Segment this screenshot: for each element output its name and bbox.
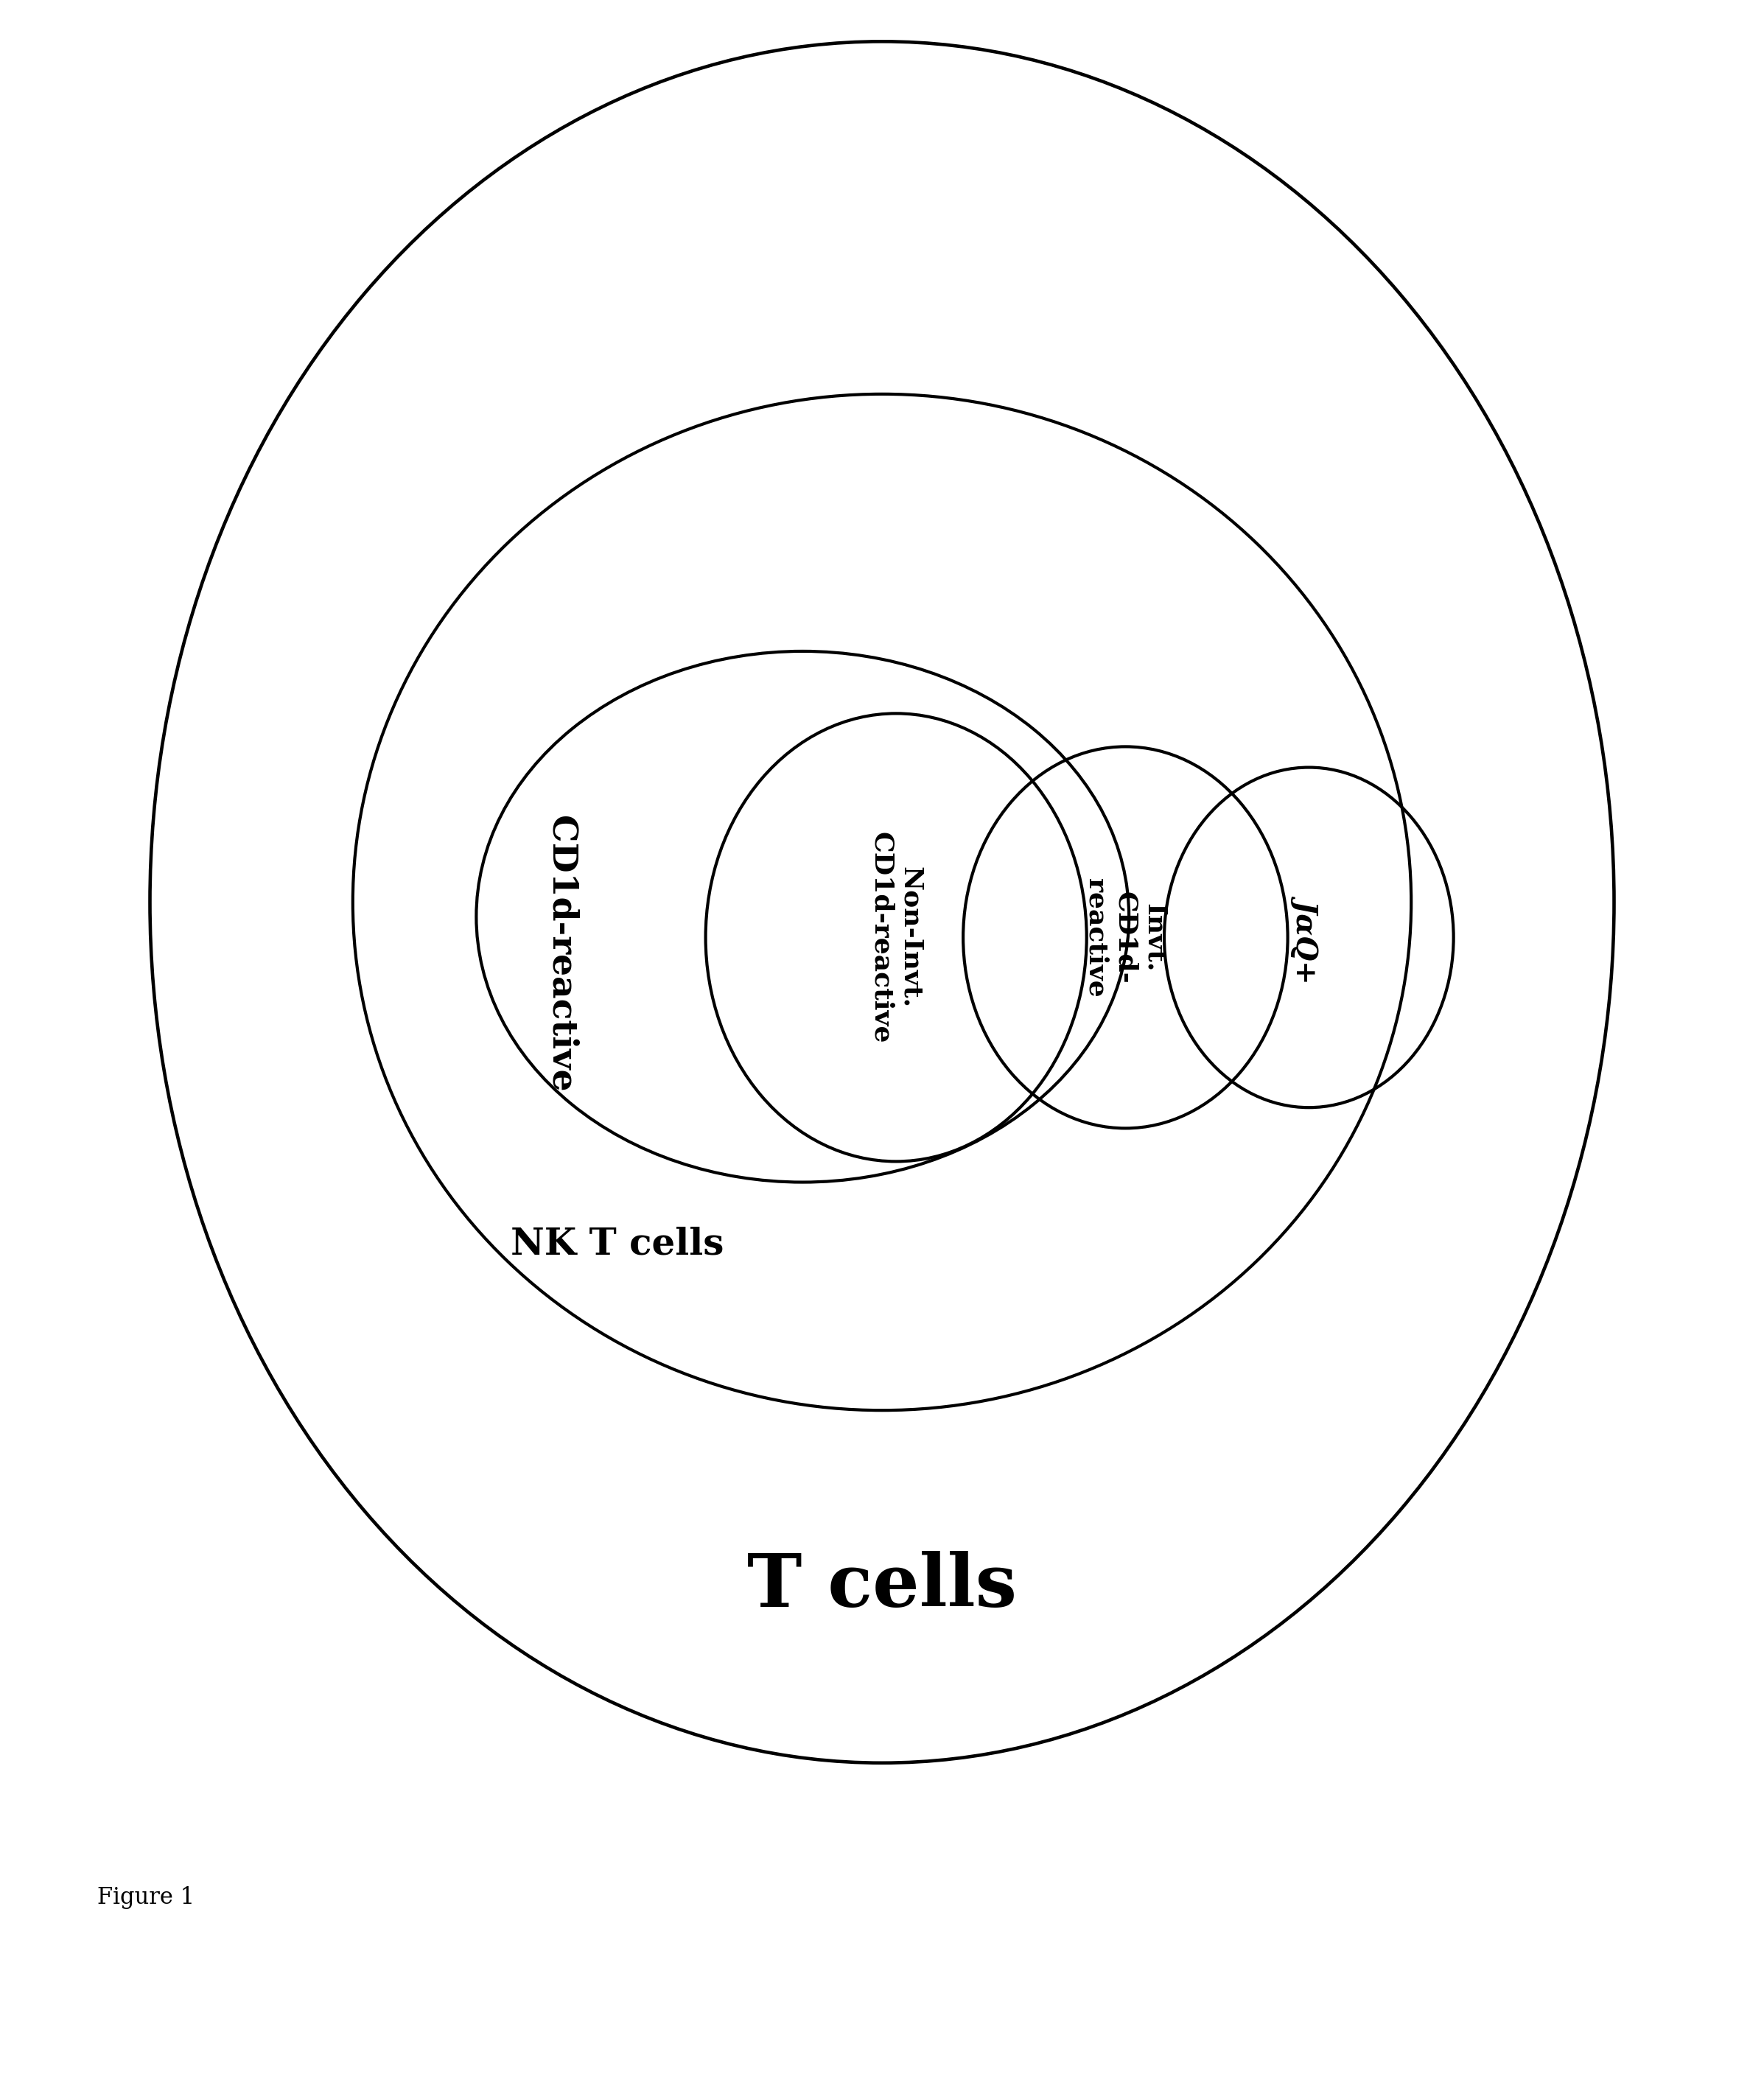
Text: Figure 1: Figure 1	[97, 1885, 194, 1910]
Text: CD1d-reactive: CD1d-reactive	[543, 815, 579, 1093]
Text: JαQ+: JαQ+	[1295, 896, 1323, 979]
Text: NK T cells: NK T cells	[512, 1226, 723, 1263]
Text: Invt.
CD1d-
reactive: Invt. CD1d- reactive	[1083, 877, 1168, 998]
Text: Non-Invt.
CD1d-reactive: Non-Invt. CD1d-reactive	[870, 832, 923, 1043]
Text: T cells: T cells	[748, 1551, 1016, 1622]
